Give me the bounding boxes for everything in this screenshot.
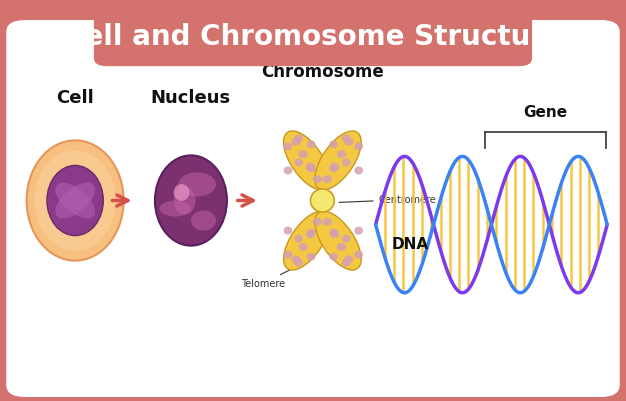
Ellipse shape bbox=[329, 229, 338, 237]
Ellipse shape bbox=[344, 138, 354, 146]
Ellipse shape bbox=[354, 142, 363, 150]
Ellipse shape bbox=[291, 255, 300, 263]
Ellipse shape bbox=[342, 134, 351, 142]
Ellipse shape bbox=[55, 182, 95, 219]
Ellipse shape bbox=[284, 251, 292, 259]
Ellipse shape bbox=[291, 138, 300, 146]
Ellipse shape bbox=[284, 166, 292, 174]
Ellipse shape bbox=[191, 211, 216, 231]
Ellipse shape bbox=[337, 243, 346, 251]
Ellipse shape bbox=[305, 230, 315, 238]
Ellipse shape bbox=[322, 218, 332, 226]
Ellipse shape bbox=[329, 253, 338, 261]
Ellipse shape bbox=[313, 175, 322, 183]
Ellipse shape bbox=[342, 259, 351, 267]
Ellipse shape bbox=[354, 227, 363, 235]
Ellipse shape bbox=[178, 172, 216, 196]
Ellipse shape bbox=[47, 165, 103, 236]
Ellipse shape bbox=[329, 140, 338, 148]
Ellipse shape bbox=[330, 163, 339, 171]
Text: Cell: Cell bbox=[56, 89, 94, 107]
Text: DNA: DNA bbox=[391, 237, 429, 252]
Ellipse shape bbox=[307, 253, 316, 261]
Ellipse shape bbox=[354, 166, 363, 174]
Ellipse shape bbox=[330, 230, 339, 238]
Ellipse shape bbox=[284, 142, 292, 150]
Text: Chromosome: Chromosome bbox=[261, 63, 384, 81]
Ellipse shape bbox=[342, 158, 351, 166]
Ellipse shape bbox=[173, 184, 189, 201]
Ellipse shape bbox=[284, 211, 330, 270]
Ellipse shape bbox=[284, 227, 292, 235]
Ellipse shape bbox=[294, 158, 303, 166]
Text: Cell and Chromosome Structure: Cell and Chromosome Structure bbox=[63, 23, 563, 51]
Ellipse shape bbox=[342, 235, 351, 243]
Ellipse shape bbox=[337, 150, 346, 158]
Ellipse shape bbox=[173, 186, 195, 215]
Ellipse shape bbox=[313, 218, 322, 226]
Ellipse shape bbox=[310, 189, 334, 212]
Ellipse shape bbox=[34, 150, 116, 251]
Text: Gene: Gene bbox=[523, 105, 568, 120]
Ellipse shape bbox=[155, 155, 227, 245]
Text: Nucleus: Nucleus bbox=[151, 89, 231, 107]
Ellipse shape bbox=[344, 255, 354, 263]
Text: Centromere: Centromere bbox=[339, 194, 436, 205]
Ellipse shape bbox=[299, 150, 308, 158]
Ellipse shape bbox=[307, 164, 316, 172]
Ellipse shape bbox=[315, 131, 361, 190]
Ellipse shape bbox=[294, 235, 303, 243]
Ellipse shape bbox=[307, 140, 316, 148]
Ellipse shape bbox=[294, 259, 303, 267]
Ellipse shape bbox=[329, 164, 338, 172]
Ellipse shape bbox=[26, 140, 123, 261]
Ellipse shape bbox=[294, 134, 303, 142]
Ellipse shape bbox=[55, 182, 95, 219]
Ellipse shape bbox=[284, 131, 330, 190]
Ellipse shape bbox=[322, 175, 332, 183]
Ellipse shape bbox=[315, 211, 361, 270]
Ellipse shape bbox=[354, 251, 363, 259]
Ellipse shape bbox=[305, 163, 315, 171]
Ellipse shape bbox=[160, 200, 191, 217]
Text: Telomere: Telomere bbox=[241, 264, 301, 289]
Ellipse shape bbox=[299, 243, 308, 251]
Ellipse shape bbox=[307, 229, 316, 237]
